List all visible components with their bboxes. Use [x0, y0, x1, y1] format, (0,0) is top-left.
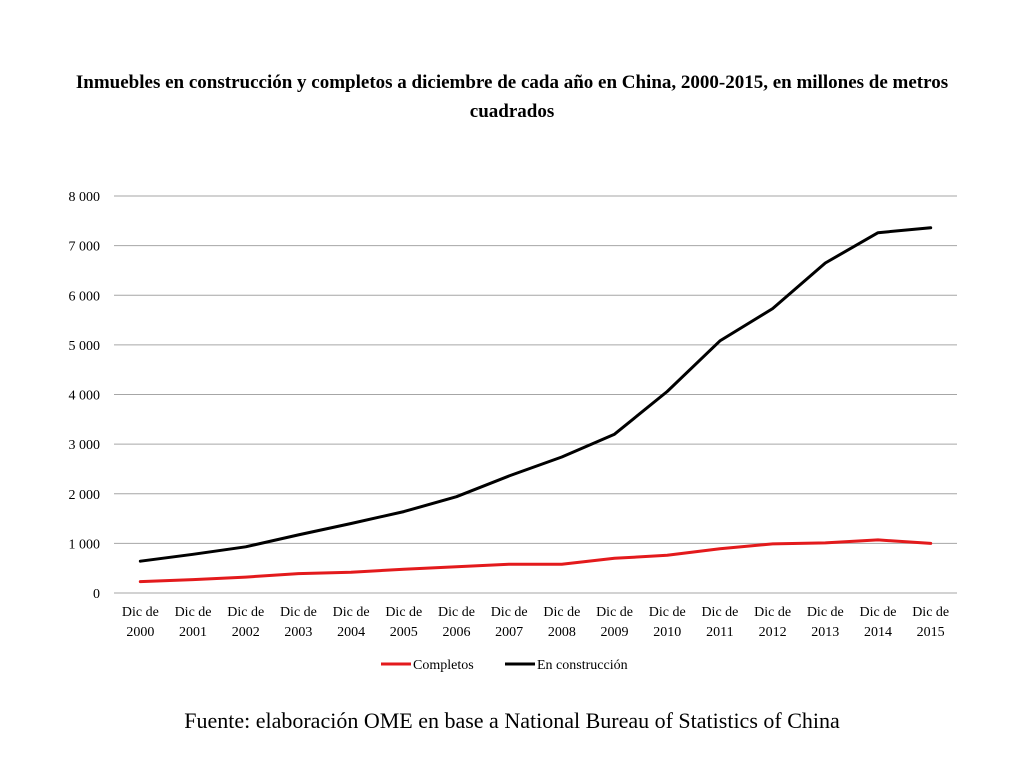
y-tick-label: 7 000 [69, 240, 101, 255]
source-note: Fuente: elaboración OME en base a Nation… [184, 708, 840, 733]
x-tick-label: Dic de 2000 [122, 605, 159, 640]
x-tick-label: Dic de 2011 [701, 605, 738, 640]
legend-label-en-construccion: En construcción [537, 658, 628, 673]
y-tick-label: 5 000 [69, 339, 101, 354]
x-tick-label: Dic de 2008 [543, 605, 580, 640]
legend: Completos En construcción [381, 658, 628, 673]
x-tick-label: Dic de 2014 [860, 605, 897, 640]
x-tick-label: Dic de 2009 [596, 605, 633, 640]
y-tick-label: 2 000 [69, 488, 101, 503]
series-lines [138, 226, 933, 584]
series-line-en-construccion [138, 226, 933, 563]
y-tick-label: 3 000 [69, 438, 101, 453]
y-tick-label: 0 [93, 587, 100, 602]
x-tick-label: Dic de 2007 [491, 605, 528, 640]
x-tick-label: Dic de 2001 [175, 605, 212, 640]
x-axis-tick-labels: Dic de 2000 Dic de 2001 Dic de 2002 Dic de 2003… [122, 605, 949, 640]
x-tick-label: Dic de 2010 [649, 605, 686, 640]
x-tick-label: Dic de 2002 [227, 605, 264, 640]
x-tick-label: Dic de 2015 [912, 605, 949, 640]
gridlines [114, 195, 957, 594]
y-tick-label: 4 000 [69, 389, 101, 404]
series-line-completos [138, 538, 933, 584]
y-axis-tick-labels: 0 1 000 2 000 3 000 4 000 5 000 6 000 7 000 8 00… [69, 190, 101, 602]
y-tick-label: 1 000 [69, 537, 101, 552]
x-tick-label: Dic de 2012 [754, 605, 791, 640]
x-tick-label: Dic de 2004 [333, 605, 370, 640]
x-tick-label: Dic de 2005 [385, 605, 422, 640]
y-tick-label: 6 000 [69, 289, 101, 304]
x-tick-label: Dic de 2003 [280, 605, 317, 640]
chart-title: Inmuebles en construcción y completos a … [75, 72, 949, 122]
legend-label-completos: Completos [413, 658, 474, 673]
x-tick-label: Dic de 2013 [807, 605, 844, 640]
y-tick-label: 8 000 [69, 190, 101, 205]
x-tick-label: Dic de 2006 [438, 605, 475, 640]
line-chart: 0 1 000 2 000 3 000 4 000 5 000 6 000 7 000 8 00… [69, 190, 957, 673]
